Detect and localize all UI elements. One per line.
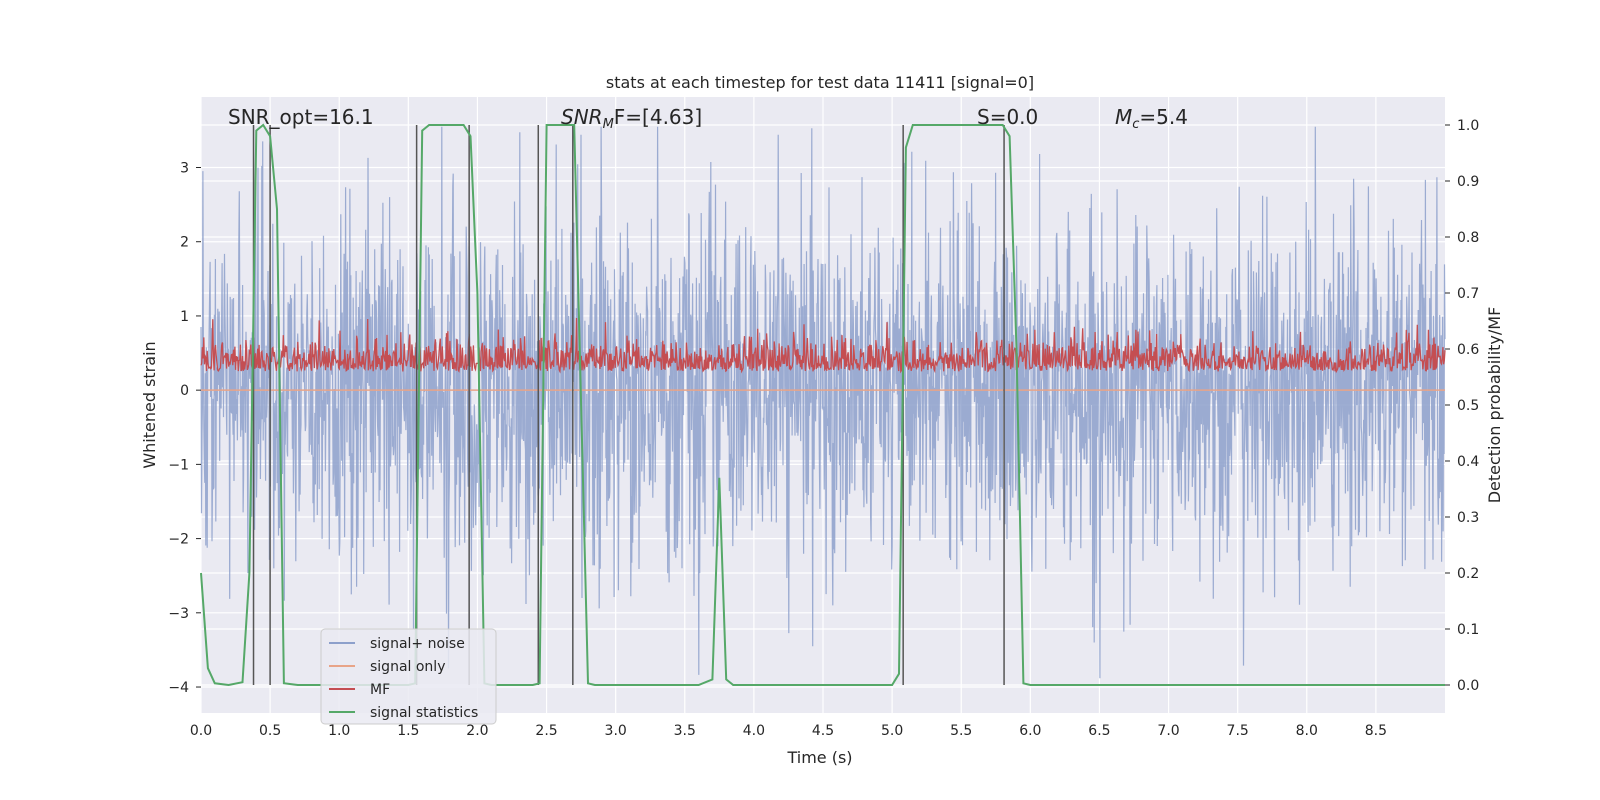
legend-box	[320, 628, 497, 725]
y-tick-label-left: −3	[168, 606, 189, 622]
y-tick-label-left: 2	[180, 235, 189, 251]
mc-annotation: Mc=5.4	[1115, 105, 1188, 132]
legend-label: signal statistics	[370, 705, 478, 721]
snr-mf-rest: F=[4.63]	[614, 105, 702, 129]
y-axis-left-ticks: 3 2 1 0 −1 −2 −3 −4	[168, 161, 201, 696]
y-tick-label-right: 0.1	[1457, 622, 1479, 638]
y-tick-label-right: 0.4	[1457, 454, 1479, 470]
x-tick-label: 6.5	[1088, 723, 1110, 739]
x-tick-label: 7.5	[1227, 723, 1249, 739]
mc-sub: c	[1132, 117, 1139, 132]
y-axis-right-label: Detection probability/MF	[1485, 307, 1504, 504]
y-tick-label-left: −4	[168, 680, 189, 696]
signal-statistics-series	[200, 123, 1445, 687]
vertical-markers	[252, 125, 1005, 685]
mf-line	[200, 317, 1446, 374]
y-tick-label-left: −1	[168, 457, 189, 473]
x-tick-label: 3.5	[674, 723, 696, 739]
y-tick-label-left: −2	[168, 532, 189, 548]
y-tick-label-right: 1.0	[1457, 118, 1479, 134]
snr-mf-annotation: SNRMF=[4.63]	[561, 105, 702, 132]
legend-label: signal only	[370, 659, 445, 675]
x-tick-label: 6.0	[1019, 723, 1041, 739]
x-tick-label: 3.0	[605, 723, 627, 739]
mc-base: M	[1115, 105, 1132, 129]
x-tick-label: 0.0	[190, 723, 212, 739]
y-axis-left-label: Whitened strain	[140, 341, 159, 468]
y-tick-label-right: 0.0	[1457, 678, 1479, 694]
y-tick-label-right: 0.5	[1457, 398, 1479, 414]
snr-mf-sub: M	[603, 117, 614, 132]
y-tick-label-right: 0.2	[1457, 566, 1479, 582]
legend-label: signal+ noise	[370, 636, 465, 652]
y-tick-label-left: 1	[180, 309, 189, 325]
signal-noise-series	[200, 126, 1446, 679]
x-tick-label: 1.0	[328, 723, 350, 739]
y-tick-label-right: 0.7	[1457, 286, 1479, 302]
s-annotation: S=0.0	[977, 105, 1038, 129]
chart-title: stats at each timestep for test data 114…	[606, 73, 1034, 92]
x-tick-label: 2.5	[535, 723, 557, 739]
snr-opt-annotation: SNR_opt=16.1	[228, 105, 374, 129]
x-tick-label: 7.0	[1157, 723, 1179, 739]
y-tick-label-right: 0.8	[1457, 230, 1479, 246]
legend-label: MF	[370, 682, 390, 698]
legend: signal+ noise signal only MF signal statist…	[320, 628, 497, 725]
x-axis-ticks: 0.0 0.5 1.0 1.5 2.0 2.5 3.0 3.5 4.0 4.5 5.0 5.5 6.0 6…	[190, 723, 1387, 739]
x-tick-label: 5.5	[950, 723, 972, 739]
x-tick-label: 4.5	[812, 723, 834, 739]
x-tick-label: 8.0	[1296, 723, 1318, 739]
x-tick-label: 2.0	[466, 723, 488, 739]
signal-statistics-line	[200, 123, 1445, 687]
snr-mf-base: SNR	[561, 105, 603, 129]
mf-series	[200, 317, 1446, 374]
y-tick-label-right: 0.6	[1457, 342, 1479, 358]
y-tick-label-right: 0.9	[1457, 174, 1479, 190]
x-tick-label: 1.5	[397, 723, 419, 739]
y-tick-label-right: 0.3	[1457, 510, 1479, 526]
y-axis-right-ticks: 1.0 0.9 0.8 0.7 0.6 0.5 0.4 0.3 0.2 0.1 0.0	[1445, 118, 1479, 694]
x-tick-label: 5.0	[881, 723, 903, 739]
y-tick-label-left: 3	[180, 161, 189, 177]
y-tick-label-left: 0	[180, 383, 189, 399]
x-tick-label: 4.0	[743, 723, 765, 739]
mc-rest: =5.4	[1139, 105, 1188, 129]
x-axis-label: Time (s)	[786, 748, 852, 767]
x-tick-label: 8.5	[1365, 723, 1387, 739]
signal-noise-line	[200, 126, 1446, 679]
x-tick-label: 0.5	[259, 723, 281, 739]
